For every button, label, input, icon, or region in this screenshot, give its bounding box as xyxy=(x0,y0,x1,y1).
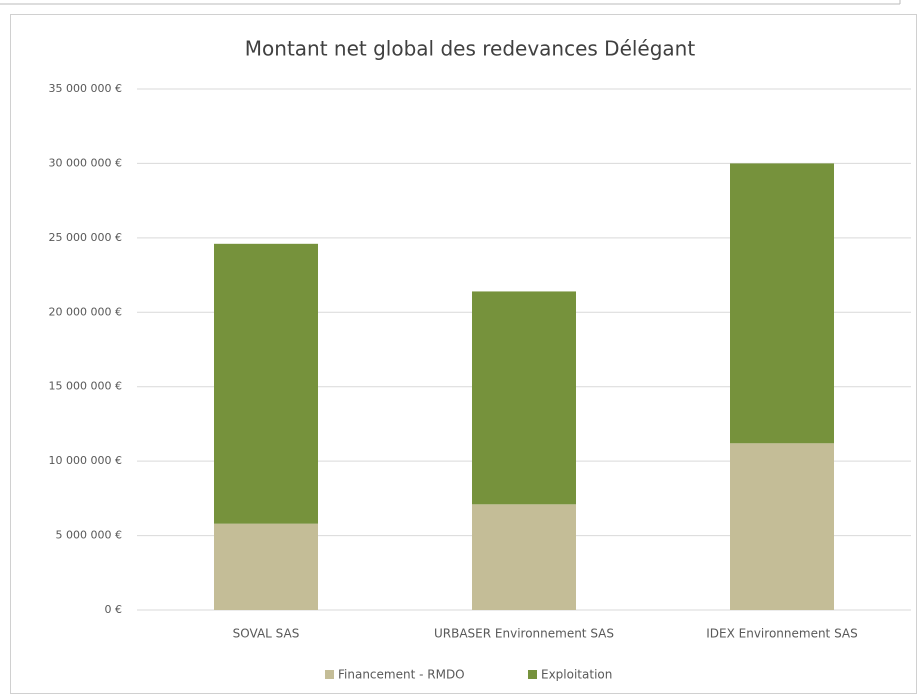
y-tick-label: 25 000 000 € xyxy=(49,231,122,244)
y-tick-label: 35 000 000 € xyxy=(49,82,122,95)
y-tick-label: 20 000 000 € xyxy=(49,305,122,318)
y-tick-label: 0 € xyxy=(105,603,123,616)
y-tick-label: 15 000 000 € xyxy=(49,380,122,393)
chart-title: Montant net global des redevances Déléga… xyxy=(245,37,696,61)
bar-segment xyxy=(730,163,834,444)
bar-segment xyxy=(214,523,318,610)
legend-swatch xyxy=(325,670,334,679)
legend-label: Financement - RMDO xyxy=(338,668,465,682)
x-tick-label: SOVAL SAS xyxy=(233,627,300,641)
bar-segment xyxy=(214,243,318,524)
legend-swatch xyxy=(528,670,537,679)
y-tick-label: 5 000 000 € xyxy=(56,529,122,542)
x-tick-label: IDEX Environnement SAS xyxy=(706,627,858,641)
bar-segment xyxy=(472,291,576,505)
bar-segment xyxy=(730,443,834,610)
x-tick-label: URBASER Environnement SAS xyxy=(434,627,614,641)
y-tick-label: 30 000 000 € xyxy=(49,156,122,169)
bar-segment xyxy=(472,504,576,610)
y-tick-label: 10 000 000 € xyxy=(49,454,122,467)
legend-label: Exploitation xyxy=(541,668,612,682)
